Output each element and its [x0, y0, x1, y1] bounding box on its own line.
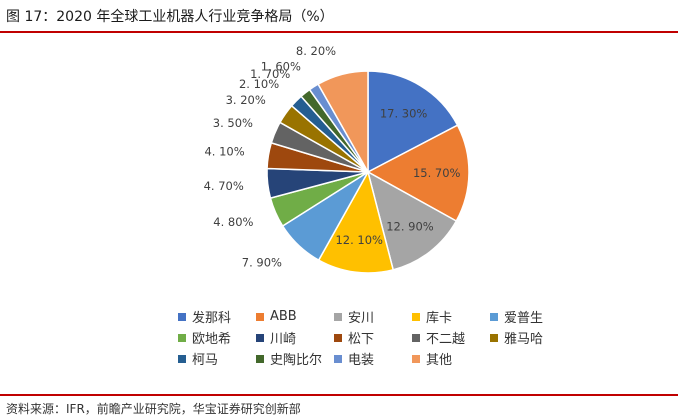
slice-data-label: 3. 50%	[213, 116, 253, 130]
legend-swatch	[334, 333, 342, 342]
legend-swatch	[178, 354, 186, 363]
slice-data-label: 4. 10%	[204, 145, 244, 159]
legend-label: 爱普生	[504, 311, 544, 326]
slice-data-label: 12. 90%	[386, 219, 434, 233]
pie-data-labels: 17. 30% 15. 70% 12. 90%12. 10% 7. 90% 4. 80%…	[204, 44, 461, 270]
legend-label: 松下	[348, 332, 375, 347]
pie-slices	[266, 70, 470, 274]
legend-item: 发那科	[178, 309, 256, 326]
pie-slice	[317, 70, 369, 175]
slice-data-label: 17. 30%	[380, 106, 428, 120]
legend-item: 库卡	[412, 309, 490, 326]
slice-data-label: 1. 70%	[250, 67, 290, 81]
legend-item: 不二越	[412, 330, 490, 347]
bottom-divider	[0, 394, 678, 396]
legend-swatch	[256, 312, 264, 321]
legend-item: 安川	[334, 309, 412, 326]
legend-item: 川崎	[256, 330, 334, 347]
legend-swatch	[490, 333, 498, 342]
legend-item: 其他	[412, 351, 490, 368]
slice-data-label: 8. 20%	[296, 44, 336, 58]
slice-data-label: 4. 70%	[204, 179, 244, 193]
legend-item: 爱普生	[490, 309, 580, 326]
legend-label: 史陶比尔	[270, 353, 323, 368]
legend-label: 电装	[348, 353, 375, 368]
slice-data-label: 7. 90%	[242, 256, 282, 270]
slice-data-label: 12. 10%	[335, 233, 383, 247]
legend-label: 雅马哈	[504, 332, 544, 347]
legend-swatch	[412, 312, 420, 321]
slice-data-label: 15. 70%	[413, 166, 461, 180]
top-divider	[0, 31, 678, 33]
legend-label: 不二越	[426, 332, 466, 347]
legend-swatch	[412, 354, 420, 363]
legend-item: 松下	[334, 330, 412, 347]
legend-item: 柯马	[178, 351, 256, 368]
pie-slice	[367, 70, 459, 174]
source-note: 资料来源：IFR，前瞻产业研究院，华宝证券研究创新部	[6, 402, 301, 416]
pie-chart: 17. 30% 15. 70% 12. 90%12. 10% 7. 90% 4. 80%…	[204, 44, 470, 274]
legend-swatch	[334, 312, 342, 321]
legend-item: 雅马哈	[490, 330, 580, 347]
pie-slice	[317, 169, 395, 274]
legend-swatch	[490, 312, 498, 321]
legend-item: ABB	[256, 309, 334, 324]
legend-swatch	[412, 333, 420, 342]
legend-item: 电装	[334, 351, 412, 368]
legend-label: 欧地希	[192, 332, 232, 347]
slice-data-label: 4. 80%	[213, 215, 253, 229]
chart-legend: 发那科 ABB 安川 库卡 爱普生欧地希 川崎 松下 不二越 雅马哈柯马 史陶比尔 电装 其他	[178, 309, 598, 368]
figure-title: 图 17：2020 年全球工业机器人行业竞争格局（%）	[6, 9, 334, 25]
legend-swatch	[178, 312, 186, 321]
legend-swatch	[178, 333, 186, 342]
legend-swatch	[256, 354, 264, 363]
legend-label: ABB	[270, 309, 297, 324]
legend-label: 川崎	[270, 332, 297, 347]
slice-data-label: 2. 10%	[239, 77, 279, 91]
legend-swatch	[256, 333, 264, 342]
pie-slice	[366, 170, 458, 271]
legend-label: 安川	[348, 311, 375, 326]
slice-data-label: 1. 60%	[261, 60, 301, 74]
legend-item: 史陶比尔	[256, 351, 334, 368]
legend-item: 欧地希	[178, 330, 256, 347]
pie-slice	[366, 124, 470, 223]
legend-swatch	[334, 354, 342, 363]
legend-label: 发那科	[192, 311, 232, 326]
legend-label: 其他	[426, 353, 453, 368]
legend-label: 柯马	[192, 353, 219, 368]
slice-data-label: 3. 20%	[226, 93, 266, 107]
legend-label: 库卡	[426, 311, 453, 326]
